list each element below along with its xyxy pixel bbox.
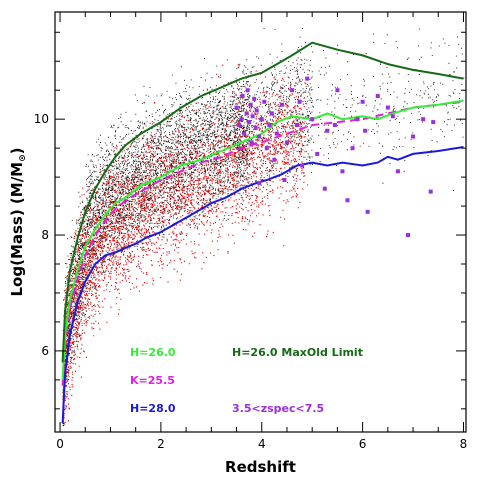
x-tick-label: 8 — [460, 437, 468, 451]
spec-point — [365, 209, 370, 214]
spec-point — [350, 146, 355, 151]
spec-point — [290, 88, 295, 93]
legend-maxold: H=26.0 MaxOld Limit — [232, 346, 363, 359]
y-axis-label: Log(Mass) (M/M⊙) — [8, 147, 28, 296]
spec-point — [267, 122, 272, 127]
spec-point — [322, 186, 327, 191]
spec-point — [340, 169, 345, 174]
spec-galaxy-points — [234, 76, 436, 238]
red-galaxy-points — [62, 57, 306, 425]
spec-point — [247, 120, 252, 125]
spec-point — [272, 157, 277, 162]
spec-point — [395, 169, 400, 174]
y-tick-label: 10 — [34, 112, 49, 126]
x-axis-label: Redshift — [225, 458, 296, 476]
spec-point — [254, 108, 259, 113]
curve-2 — [61, 99, 464, 380]
curve-1 — [61, 100, 464, 386]
spec-point — [252, 96, 257, 101]
spec-point — [300, 163, 305, 168]
legend-h26: H=26.0 — [130, 346, 176, 359]
y-tick-label: 8 — [41, 228, 49, 242]
spec-point — [264, 146, 269, 151]
spec-point — [355, 117, 360, 122]
spec-point — [249, 140, 254, 145]
y-axis-label-main: Log(Mass) (M/M — [8, 162, 26, 297]
spec-point — [332, 122, 337, 127]
spec-point — [269, 111, 274, 116]
red-points-cloud — [62, 57, 306, 425]
spec-point — [245, 88, 250, 93]
spec-point — [279, 102, 284, 107]
spec-point — [257, 134, 262, 139]
curve-0 — [61, 146, 464, 424]
spec-point — [315, 151, 320, 156]
spec-point — [248, 102, 253, 107]
spec-point — [345, 198, 350, 203]
spec-point — [390, 114, 395, 119]
spec-point — [253, 125, 258, 130]
spec-point — [297, 99, 302, 104]
spec-point — [259, 117, 264, 122]
x-tick-label: 6 — [359, 437, 367, 451]
spec-point — [363, 128, 368, 133]
spec-point — [244, 111, 249, 116]
legend-h28: H=28.0 — [130, 402, 176, 415]
spec-point — [262, 99, 267, 104]
spec-point — [250, 114, 255, 119]
spec-point — [431, 120, 436, 125]
spec-point — [335, 88, 340, 93]
spec-point — [240, 94, 245, 98]
spec-point — [274, 131, 279, 136]
spec-point — [284, 140, 289, 145]
spec-point — [295, 122, 300, 127]
axis-ticks — [55, 12, 466, 432]
spec-point — [421, 117, 426, 122]
tick-labels: 0 2 4 6 8 6 8 10 — [34, 112, 468, 451]
spec-point — [375, 94, 380, 98]
spec-point — [411, 134, 416, 139]
spec-point — [257, 180, 262, 185]
spec-point — [242, 131, 247, 136]
spec-point — [428, 189, 433, 194]
curve-3 — [61, 41, 464, 363]
spec-point — [325, 128, 330, 133]
spec-point — [360, 99, 365, 104]
spec-point — [305, 76, 310, 81]
spec-point — [239, 117, 244, 122]
limit-curves — [61, 41, 464, 424]
legend-zspec: 3.5<zspec<7.5 — [232, 402, 324, 415]
y-axis-label-close: ) — [8, 147, 26, 154]
spec-point — [310, 117, 315, 122]
black-galaxy-points — [62, 28, 465, 427]
y-axis-sun-symbol: ⊙ — [18, 154, 28, 162]
legend-k25: K=25.5 — [130, 374, 175, 387]
black-points-cloud — [62, 28, 465, 427]
x-tick-label: 0 — [56, 437, 64, 451]
x-tick-label: 4 — [258, 437, 266, 451]
spec-point — [385, 105, 390, 110]
plot-frame — [54, 11, 467, 433]
spec-point — [282, 178, 287, 182]
x-tick-label: 2 — [157, 437, 165, 451]
spec-point — [234, 105, 239, 110]
spec-point — [237, 122, 242, 127]
y-tick-label: 6 — [41, 344, 49, 358]
legend: H=26.0 K=25.5 H=28.0 H=26.0 MaxOld Limit… — [130, 346, 363, 415]
spec-point — [406, 233, 411, 238]
